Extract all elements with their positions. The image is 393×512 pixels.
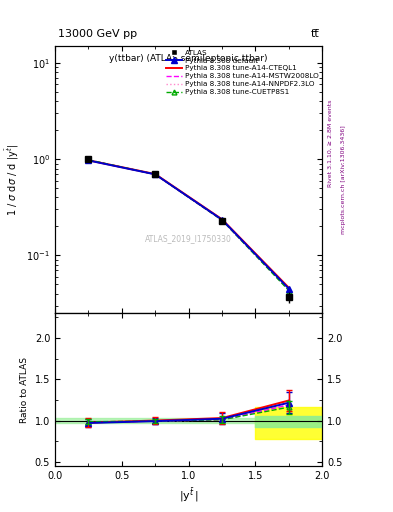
Text: y(ttbar) (ATLAS semileptonic ttbar): y(ttbar) (ATLAS semileptonic ttbar) (109, 54, 268, 63)
Legend: ATLAS, Pythia 8.308 default, Pythia 8.308 tune-A14-CTEQL1, Pythia 8.308 tune-A14: ATLAS, Pythia 8.308 default, Pythia 8.30… (164, 48, 321, 97)
Text: Rivet 3.1.10, ≥ 2.8M events: Rivet 3.1.10, ≥ 2.8M events (328, 100, 333, 187)
Y-axis label: Ratio to ATLAS: Ratio to ATLAS (20, 356, 29, 422)
Text: 13000 GeV pp: 13000 GeV pp (58, 29, 137, 39)
Text: tt̅: tt̅ (311, 29, 320, 39)
X-axis label: |y$^{\bar{t}\,}$|: |y$^{\bar{t}\,}$| (179, 486, 198, 504)
Y-axis label: 1 / $\sigma$ d$\sigma$ / d |y$^{\bar{t}}$|: 1 / $\sigma$ d$\sigma$ / d |y$^{\bar{t}}… (4, 143, 21, 216)
Text: mcplots.cern.ch [arXiv:1306.3436]: mcplots.cern.ch [arXiv:1306.3436] (341, 125, 346, 233)
Text: ATLAS_2019_I1750330: ATLAS_2019_I1750330 (145, 234, 232, 243)
